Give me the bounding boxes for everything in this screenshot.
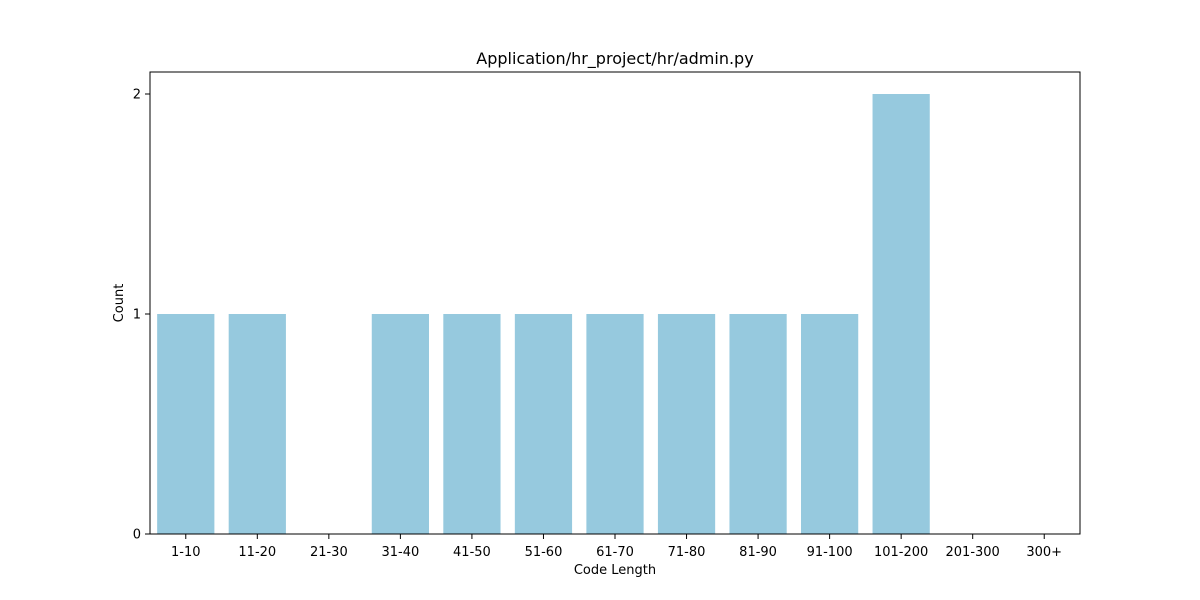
x-tick-label: 21-30: [310, 545, 348, 560]
bar-51-60: [514, 314, 573, 534]
y-axis-ticks: 0 1 2: [133, 88, 150, 543]
bar-11-20: [228, 314, 286, 534]
bar-1-10: [157, 314, 215, 534]
x-axis-label: Code Length: [574, 563, 656, 578]
x-tick-label: 101-200: [874, 545, 928, 560]
bar-41-50: [443, 314, 501, 534]
x-axis-ticks: 1-10 11-20 21-30 31-40 41-50 51-60 61-70 71-80 8…: [171, 534, 1062, 560]
x-tick-label: 11-20: [238, 545, 276, 560]
y-axis-label: Count: [112, 284, 127, 323]
y-tick-label: 2: [133, 88, 141, 103]
x-tick-label: 51-60: [525, 545, 563, 560]
x-tick-label: 300+: [1026, 545, 1062, 560]
bars-group: [157, 94, 930, 534]
x-tick-label: 1-10: [171, 545, 201, 560]
x-tick-label: 31-40: [381, 545, 419, 560]
y-tick-label: 0: [133, 528, 141, 543]
bar-91-100: [801, 314, 859, 534]
bar-81-90: [729, 314, 787, 534]
x-tick-label: 61-70: [596, 545, 634, 560]
bar-71-80: [657, 314, 716, 534]
bar-31-40: [371, 314, 429, 534]
x-tick-label: 81-90: [739, 545, 777, 560]
x-tick-label: 91-100: [807, 545, 853, 560]
x-tick-label: 201-300: [946, 545, 1000, 560]
x-tick-label: 41-50: [453, 545, 491, 560]
bar-61-70: [586, 314, 644, 534]
bar-101-200: [872, 94, 930, 534]
chart-title: Application/hr_project/hr/admin.py: [476, 49, 753, 69]
y-tick-label: 1: [133, 308, 141, 323]
x-tick-label: 71-80: [668, 545, 706, 560]
